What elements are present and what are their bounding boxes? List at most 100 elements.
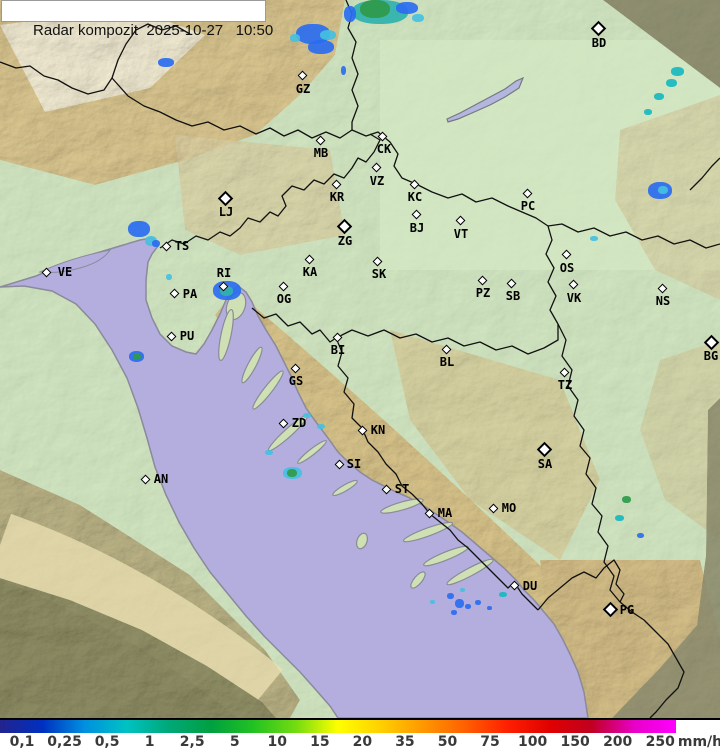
intensity-threshold-label: 0,25 [47, 734, 82, 750]
city-label: SI [346, 457, 362, 471]
precipitation-echo [296, 24, 330, 44]
city-label: GS [288, 374, 304, 388]
city-label: SB [505, 289, 521, 303]
city-diamond-marker [477, 275, 487, 285]
city-diamond-marker [488, 503, 498, 513]
city-label: CK [376, 142, 392, 156]
precipitation-echo [360, 0, 390, 18]
country-borders [0, 0, 720, 718]
city-diamond-marker [41, 267, 51, 277]
precipitation-echo [412, 14, 424, 22]
radar-map-canvas: VE TS GZ MB CK VZ KR LJ ZG KC BJ VT PC BD OS VK NS PA RI KA… [0, 0, 720, 718]
city-diamond-marker [166, 331, 176, 341]
city-diamond-marker [409, 179, 419, 189]
city-diamond-marker [424, 508, 434, 518]
precipitation-echo [447, 593, 454, 599]
precipitation-echo [644, 109, 652, 115]
intensity-threshold-label: 20 [352, 734, 373, 750]
city-label: TS [174, 239, 190, 253]
city-label: BL [439, 355, 455, 369]
city-label: PU [179, 329, 195, 343]
city-label: VT [453, 227, 469, 241]
precipitation-echo [465, 604, 471, 609]
precipitation-echo [145, 236, 157, 246]
city-diamond-marker [602, 601, 618, 617]
city-diamond-marker [568, 279, 578, 289]
city-label: OS [559, 261, 575, 275]
city-diamond-marker [371, 162, 381, 172]
city-diamond-marker [334, 459, 344, 469]
precipitation-echo [475, 600, 481, 605]
intensity-threshold-label: 35 [395, 734, 415, 750]
intensity-threshold-label: 100 [517, 734, 548, 750]
city-label: VE [57, 265, 73, 279]
precipitation-echo [158, 58, 174, 67]
intensity-unit-label: mm/h [677, 734, 720, 750]
city-diamond-marker [536, 441, 552, 457]
intensity-threshold-label: 0,1 [9, 734, 35, 750]
city-diamond-marker [297, 70, 307, 80]
venice-lagoon [38, 249, 112, 273]
city-diamond-marker [509, 580, 519, 590]
intensity-threshold-label: 150 [560, 734, 590, 750]
intensity-gradient-bar [0, 720, 676, 733]
intensity-threshold-label: 200 [603, 734, 633, 750]
city-label: MB [313, 146, 329, 160]
precipitation-echo [654, 93, 664, 100]
precipitation-echo [341, 66, 346, 75]
precipitation-echo [487, 606, 492, 610]
city-diamond-marker [357, 425, 367, 435]
city-label: MA [437, 506, 453, 520]
precipitation-echo [344, 6, 356, 22]
city-diamond-marker [590, 20, 606, 36]
city-diamond-marker [332, 332, 342, 342]
city-diamond-marker [703, 334, 719, 350]
city-diamond-marker [218, 281, 228, 291]
city-diamond-marker [441, 344, 451, 354]
city-diamond-marker [290, 363, 300, 373]
out-of-range-regions [0, 0, 720, 718]
city-label: LJ [218, 205, 234, 219]
precipitation-echo [666, 79, 677, 87]
city-marker-layer: VE TS GZ MB CK VZ KR LJ ZG KC BJ VT PC BD OS VK NS PA RI KA… [41, 20, 719, 617]
city-diamond-marker [161, 241, 171, 251]
city-label: BI [330, 343, 346, 357]
city-label: PZ [475, 286, 491, 300]
city-diamond-marker [381, 484, 391, 494]
adriatic-islands [218, 291, 494, 589]
precipitation-echo [622, 496, 631, 503]
city-diamond-marker [336, 218, 352, 234]
precipitation-echo [658, 186, 668, 194]
map-title: Radar kompozit 2025-10-27 10:50 [33, 22, 274, 39]
city-label: OG [276, 292, 292, 306]
city-diamond-marker [140, 474, 150, 484]
city-label: BD [591, 36, 607, 50]
city-label: KA [302, 265, 318, 279]
intensity-threshold-label: 10 [267, 734, 288, 750]
precipitation-echo [320, 30, 336, 40]
intensity-threshold-label: 0,5 [94, 734, 120, 750]
city-diamond-marker [278, 281, 288, 291]
city-diamond-marker [559, 367, 569, 377]
precipitation-echo [128, 221, 150, 237]
city-label: KC [407, 190, 423, 204]
precipitation-echo [590, 236, 598, 241]
city-diamond-marker [506, 278, 516, 288]
city-label: MO [501, 501, 517, 515]
intensity-threshold-label: 2,5 [179, 734, 205, 750]
city-label: ZG [337, 234, 353, 248]
city-diamond-marker [522, 188, 532, 198]
precipitation-echo [396, 2, 418, 14]
city-label: BG [703, 349, 719, 363]
city-diamond-marker [377, 131, 387, 141]
city-label: VZ [369, 174, 385, 188]
precipitation-echo [303, 413, 311, 418]
precipitation-echo [287, 469, 297, 477]
city-label: PG [619, 603, 635, 617]
terrain-basemap [0, 0, 720, 718]
intensity-threshold-label: 75 [480, 734, 500, 750]
city-label: BJ [409, 221, 425, 235]
city-diamond-marker [217, 190, 233, 206]
city-diamond-marker [455, 215, 465, 225]
